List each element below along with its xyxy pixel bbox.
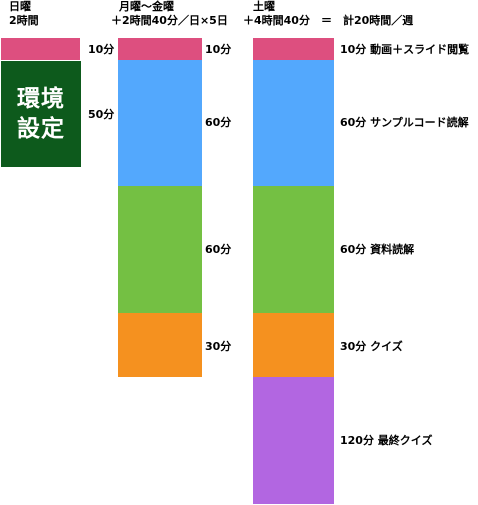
weekday-header-hours: ＋2時間40分／日×5日	[111, 14, 228, 27]
saturday-quiz-block	[253, 313, 335, 377]
saturday-docs-block	[253, 186, 335, 313]
weekday-video-block	[118, 38, 203, 60]
saturday-video-label: 10分 動画＋スライド閲覧	[340, 43, 470, 56]
sunday-setup-block: 環境設定	[1, 61, 81, 167]
weekday-header-days: 月曜～金曜	[119, 0, 174, 13]
saturday-quiz-label: 30分 クイズ	[340, 340, 403, 353]
weekday-quiz-time: 30分	[205, 340, 232, 353]
saturday-sample-label: 60分 サンプルコード読解	[340, 116, 469, 129]
sunday-setup-time: 50分	[88, 108, 115, 121]
sunday-header-hours: 2時間	[9, 14, 39, 27]
saturday-sample-code-block	[253, 60, 335, 186]
setup-label: 環境設定	[17, 86, 65, 142]
saturday-header-day: 土曜	[253, 0, 275, 13]
weekday-sample-time: 60分	[205, 116, 232, 129]
sunday-video-time: 10分	[88, 43, 115, 56]
weekday-docs-block	[118, 186, 203, 313]
sunday-video-block	[1, 38, 81, 60]
saturday-header-total: ＋4時間40分 ＝ 計20時間／週	[243, 14, 414, 27]
weekday-quiz-block	[118, 313, 203, 377]
weekday-video-time: 10分	[205, 43, 232, 56]
saturday-final-quiz-block	[253, 377, 335, 504]
weekday-sample-code-block	[118, 60, 203, 186]
saturday-final-label: 120分 最終クイズ	[340, 434, 433, 447]
sunday-header-day: 日曜	[9, 0, 31, 13]
saturday-docs-label: 60分 資料読解	[340, 243, 415, 256]
saturday-video-block	[253, 38, 335, 60]
weekday-docs-time: 60分	[205, 243, 232, 256]
